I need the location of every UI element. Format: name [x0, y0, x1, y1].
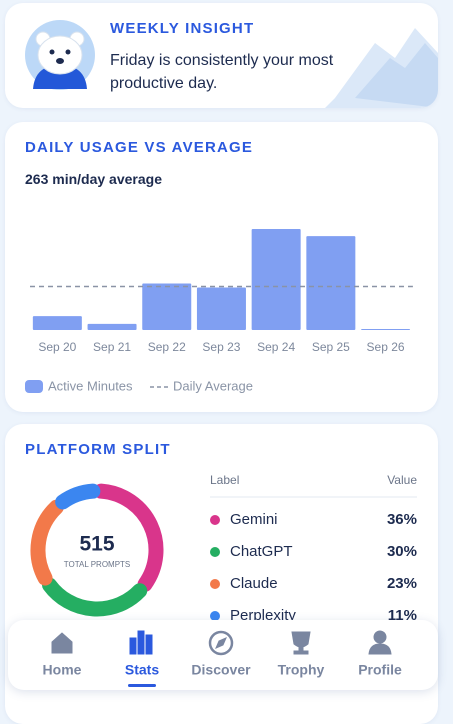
row-label: ChatGPT [230, 543, 293, 560]
x-tick-label: Sep 25 [312, 340, 350, 354]
center-value: 515 [79, 533, 114, 556]
chart-title: DAILY USAGE VS AVERAGE [25, 139, 254, 156]
legend-dot [210, 547, 220, 557]
donut-segment [55, 483, 101, 510]
profile-icon[interactable] [368, 630, 392, 655]
bottom-nav: Home Stats Discover Trophy Profile [8, 620, 438, 690]
eye [49, 49, 55, 55]
nav-label[interactable]: Profile [358, 662, 402, 678]
table-header: Value [387, 473, 417, 487]
usage-card: DAILY USAGE VS AVERAGE 263 min/day avera… [5, 122, 438, 412]
legend-dot [210, 611, 220, 621]
donut-segment [30, 499, 64, 586]
donut-segment [42, 577, 148, 617]
eye [65, 49, 71, 55]
average-summary: 263 min/day average [25, 171, 162, 187]
bar [306, 236, 356, 330]
row-value: 36% [387, 511, 417, 528]
x-tick-label: Sep 22 [148, 340, 186, 354]
row-value: 30% [387, 543, 417, 560]
nav-label[interactable]: Discover [191, 662, 251, 678]
bear-head [37, 35, 83, 75]
bar [251, 229, 301, 330]
row-value: 23% [387, 575, 417, 592]
x-tick-label: Sep 23 [202, 340, 240, 354]
icon-shape [373, 630, 387, 644]
legend-swatch [25, 380, 43, 393]
center-label: TOTAL PROMPTS [64, 560, 131, 569]
row-label: Gemini [230, 511, 278, 528]
legend-label: Active Minutes [48, 378, 133, 393]
legend-label: Daily Average [173, 378, 253, 393]
stats-icon[interactable] [129, 630, 153, 655]
row-value: 11% [388, 607, 417, 624]
average-unit: min/day average [52, 171, 162, 187]
icon-shape [208, 630, 234, 656]
hoodie [33, 65, 87, 89]
icon-shape [215, 637, 227, 649]
nav-label[interactable]: Stats [125, 662, 159, 678]
insight-art [25, 20, 438, 108]
bar [196, 287, 246, 330]
insight-text: Friday is consistently your most product… [110, 52, 334, 92]
trophy-icon[interactable] [291, 631, 311, 655]
nose [56, 58, 64, 64]
bar [142, 283, 192, 330]
legend-dot [210, 579, 220, 589]
mountain [355, 43, 438, 108]
x-tick-label: Sep 20 [38, 340, 76, 354]
icon-shape [51, 632, 73, 654]
icon-shape [145, 634, 153, 655]
charts: Sep 20 Sep 21 Sep 22 Sep 23 Sep 24 Sep 25 Sep … [25, 229, 417, 624]
nav-label[interactable]: Home [43, 662, 82, 678]
icon-shape [293, 650, 309, 655]
legend-dot [210, 515, 220, 525]
table-header: Label [210, 473, 239, 487]
insight-title: WEEKLY INSIGHT [110, 20, 255, 37]
bar [32, 316, 82, 330]
bar [361, 329, 411, 330]
page: WEEKLY INSIGHT Friday is consistently yo… [5, 3, 438, 724]
average-value: 263 [25, 171, 49, 187]
x-tick-label: Sep 24 [257, 340, 295, 354]
nav-label[interactable]: Trophy [278, 662, 325, 678]
icon-shape [129, 637, 137, 655]
x-tick-label: Sep 26 [367, 340, 405, 354]
nav-active-bar [128, 684, 156, 687]
x-tick-label: Sep 21 [93, 340, 131, 354]
icon-shape [298, 646, 304, 652]
icon-shape [137, 630, 145, 655]
icon-shape [291, 631, 311, 648]
chart-title: PLATFORM SPLIT [25, 441, 171, 458]
nav-icons: Home Stats Discover Trophy Profile [43, 630, 402, 687]
home-icon[interactable] [51, 632, 73, 654]
icon-shape [368, 643, 392, 655]
row-label: Claude [230, 575, 278, 592]
discover-icon[interactable] [208, 630, 234, 656]
donut-segment [93, 483, 164, 592]
bar [87, 323, 137, 330]
insight-card: WEEKLY INSIGHT Friday is consistently yo… [5, 3, 438, 108]
row-label: Perplexity [230, 607, 296, 624]
